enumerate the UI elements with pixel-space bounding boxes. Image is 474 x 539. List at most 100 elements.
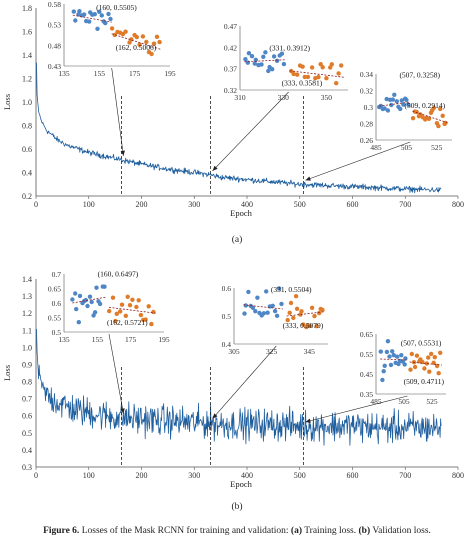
inset-point-annotation: (160, 0.6497) <box>98 270 139 279</box>
blue-data-point <box>279 51 285 56</box>
orange-data-point <box>409 351 414 357</box>
blue-data-point <box>243 303 248 308</box>
orange-data-point <box>336 71 341 76</box>
orange-data-point <box>113 318 118 324</box>
inset-x-tick-label: 155 <box>94 69 106 78</box>
chart-panel-1: 0.2 0.4 0.6 0.8 1.0 1.2 1.4 1.6 1.8 0 100 200 300 400… <box>2 0 464 245</box>
x-axis-title: Epoch <box>230 208 252 218</box>
inset-chart-2: 0.4 0.5 0.6 305 325 345 (331, 0.5504) (333, 0.5… <box>222 284 328 356</box>
inset-point-annotation: (162, 0.5721) <box>107 318 148 327</box>
blue-data-point <box>270 67 275 72</box>
orange-data-point <box>436 371 441 376</box>
blue-data-point <box>378 349 383 354</box>
orange-data-point <box>144 39 149 45</box>
x-tick-label: 0 <box>34 200 38 209</box>
x-tick-label: 0 <box>34 471 38 480</box>
orange-data-point <box>408 367 413 372</box>
orange-data-point <box>134 34 139 40</box>
orange-data-point <box>438 106 443 112</box>
pointer-arrowhead <box>305 176 311 181</box>
y-tick-label: 0.6 <box>22 145 32 154</box>
orange-data-point <box>298 312 303 317</box>
x-tick-label: 300 <box>188 471 200 480</box>
pointer-line <box>305 395 408 423</box>
inset-y-tick-label: 0.6 <box>222 284 232 293</box>
inset-y-tick-label: 0.32 <box>224 86 237 95</box>
blue-data-point <box>404 97 409 103</box>
orange-data-point <box>143 317 148 322</box>
x-tick-label: 600 <box>347 200 359 209</box>
blue-data-point <box>399 353 404 358</box>
blue-data-point <box>390 97 395 102</box>
orange-data-point <box>136 298 141 303</box>
blue-trend-line <box>72 296 106 304</box>
y-tick-label: 1.4 <box>22 275 32 284</box>
y-tick-label: 1.4 <box>22 51 32 60</box>
blue-data-point <box>73 18 78 23</box>
x-tick-label: 200 <box>136 471 148 480</box>
orange-data-point <box>294 306 300 311</box>
blue-data-point <box>391 353 396 358</box>
blue-data-point <box>87 294 93 299</box>
y-axis-title: Loss <box>2 94 12 110</box>
blue-data-point <box>103 20 108 26</box>
orange-data-point <box>118 309 123 314</box>
orange-data-point <box>324 76 329 81</box>
caption-a-label: (a) <box>290 526 302 536</box>
caption-b-text: Validation loss. <box>370 526 431 536</box>
figure-caption: Figure 6. Losses of the Mask RCNN for tr… <box>0 526 474 536</box>
blue-data-point <box>243 57 248 62</box>
orange-trend-line <box>409 361 442 366</box>
inset-x-tick-label: 195 <box>158 335 170 344</box>
pointer-line <box>111 67 124 156</box>
blue-data-point <box>74 306 79 312</box>
inset-x-tick-label: 525 <box>426 397 438 406</box>
x-tick-label: 400 <box>241 471 253 480</box>
inset-y-tick-label: 0.58 <box>48 0 61 9</box>
blue-data-point <box>266 68 271 74</box>
orange-data-point <box>422 366 427 371</box>
inset-x-tick-label: 505 <box>398 397 410 406</box>
inset-x-tick-label: 135 <box>58 335 70 344</box>
blue-data-point <box>245 60 250 65</box>
orange-data-point <box>431 105 437 111</box>
orange-data-point <box>426 355 431 360</box>
blue-data-point <box>253 57 258 62</box>
inset-point-annotation: (162, 0.5006) <box>116 43 157 52</box>
blue-trend-line <box>72 14 112 23</box>
orange-data-point <box>134 304 139 310</box>
pointer-line <box>212 345 277 419</box>
inset-y-tick-label: 0.42 <box>224 43 237 52</box>
blue-data-point <box>402 362 407 367</box>
blue-data-point <box>242 311 247 316</box>
orange-data-point <box>305 74 311 80</box>
y-tick-label: 0.8 <box>22 122 32 131</box>
orange-data-point <box>295 72 300 77</box>
blue-data-point <box>281 61 287 67</box>
blue-data-point <box>249 54 255 59</box>
inset-chart-1: 0.5 0.55 0.6 0.65 0.7 135 155 175 195 (160, 0.649… <box>48 270 170 344</box>
orange-data-point <box>154 34 160 39</box>
orange-data-point <box>146 304 151 309</box>
inset-y-tick-label: 0.4 <box>222 340 232 349</box>
loss-charts: 0.2 0.4 0.6 0.8 1.0 1.2 1.4 1.6 1.8 0 100 200 300 400… <box>2 0 464 512</box>
blue-data-point <box>102 284 107 289</box>
orange-data-point <box>291 315 296 320</box>
blue-data-point <box>76 320 82 325</box>
inset-point-annotation: (160, 0.5505) <box>96 3 137 12</box>
blue-data-point <box>87 19 92 24</box>
y-tick-label: 1.2 <box>22 75 32 84</box>
blue-data-point <box>71 9 77 14</box>
blue-data-point <box>253 309 258 314</box>
orange-data-point <box>432 355 437 360</box>
pointer-arrowhead <box>120 150 125 156</box>
orange-data-point <box>307 323 313 329</box>
inset-x-tick-label: 305 <box>228 347 240 356</box>
loss-series-line <box>36 62 442 194</box>
inset-y-tick-label: 0.43 <box>48 62 61 71</box>
blue-data-point <box>97 9 102 14</box>
orange-data-point <box>317 310 322 316</box>
y-tick-label: 1.3 <box>22 292 32 301</box>
orange-data-point <box>314 324 319 329</box>
blue-data-point <box>279 301 284 307</box>
